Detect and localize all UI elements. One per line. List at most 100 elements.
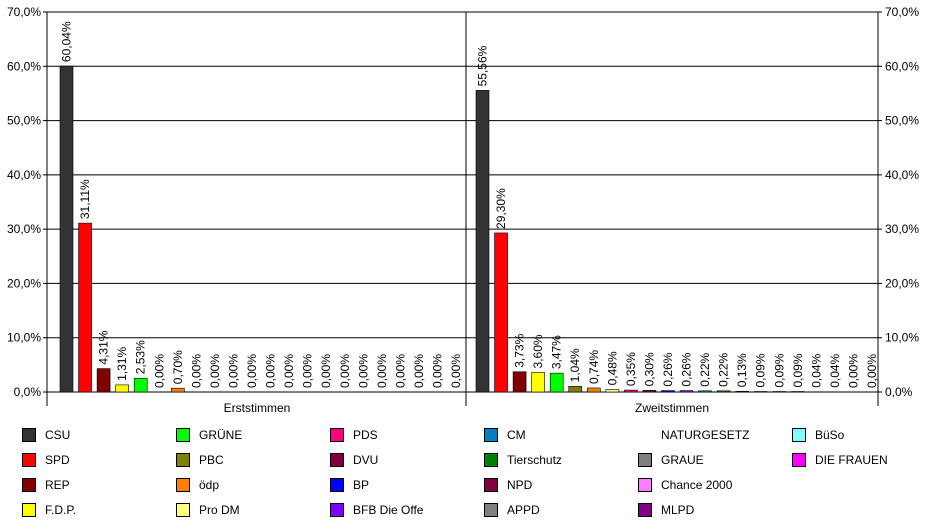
bar: [549, 372, 564, 393]
data-label: 0,00%: [301, 354, 315, 388]
legend-label: DVU: [353, 453, 379, 467]
data-label: 3,60%: [531, 334, 545, 368]
legend-swatch: [792, 428, 806, 442]
data-label: 3,73%: [513, 333, 527, 367]
legend-item: GRAUE: [638, 450, 704, 470]
data-label: 0,00%: [189, 354, 203, 388]
data-label: 0,00%: [338, 354, 352, 388]
bar: [586, 387, 601, 393]
bar: [531, 372, 545, 393]
bar-chart: 0,0% 0,0% 10,0% 10,0% 20,0% 20,0% 30,0% 30,0% 40…: [7, 5, 919, 415]
data-label: 0,26%: [661, 352, 675, 386]
data-label: 0,48%: [605, 351, 619, 385]
legend-item: CSU: [22, 425, 70, 445]
bar: [679, 390, 694, 393]
legend-item: DIE FRAUEN: [792, 450, 888, 470]
bar: [475, 90, 490, 393]
legend-label: SPD: [45, 453, 70, 467]
legend-swatch: [22, 478, 36, 492]
bar: [605, 389, 620, 393]
legend-label: GRÜNE: [199, 428, 243, 442]
y-tick-label-right: 50,0%: [885, 114, 919, 128]
data-label: 29,30%: [494, 188, 508, 229]
legend-swatch: [176, 453, 190, 467]
data-label: 0,00%: [152, 354, 166, 388]
legend-label: PDS: [353, 428, 378, 442]
bar: [642, 390, 657, 393]
legend-label: BüSo: [815, 428, 845, 442]
legend-item: BFB Die Offe: [330, 500, 423, 520]
bar: [59, 65, 74, 393]
legend-item: SPD: [22, 450, 70, 470]
data-label: 2,53%: [134, 340, 148, 374]
legend-item: REP: [22, 475, 70, 495]
bar: [624, 389, 638, 393]
legend-label: ödp: [199, 478, 220, 492]
bar: [512, 371, 527, 393]
legend-swatch: [330, 503, 344, 517]
data-label: 0,00%: [431, 354, 445, 388]
y-tick-label-right: 30,0%: [885, 222, 919, 236]
legend: CSU SPD REP F.D.P. GRÜNE PBC ödp Pro DM PDS DVU BP…: [0, 420, 938, 530]
data-label: 60,04%: [60, 21, 74, 62]
legend-swatch: [22, 503, 36, 517]
legend-label: REP: [45, 478, 70, 492]
legend-label: GRAUE: [661, 453, 704, 467]
y-tick-label-right: 40,0%: [885, 168, 919, 182]
data-label: 0,00%: [245, 354, 259, 388]
legend-swatch: [638, 478, 652, 492]
y-tick-label-right: 10,0%: [885, 331, 919, 345]
data-label: 0,00%: [393, 354, 407, 388]
legend-label: CSU: [45, 428, 71, 442]
legend-item: APPD: [484, 500, 540, 520]
legend-item: DVU: [330, 450, 378, 470]
data-label: 0,00%: [356, 354, 370, 388]
data-label: 0,00%: [208, 354, 222, 388]
legend-item: Tierschutz: [484, 450, 562, 470]
y-tick-label-left: 50,0%: [7, 114, 41, 128]
data-label: 0,00%: [226, 354, 240, 388]
data-label: 0,00%: [264, 354, 278, 388]
legend-swatch: [638, 503, 652, 517]
legend-label: Tierschutz: [507, 453, 562, 467]
y-tick-label-left: 0,0%: [14, 385, 42, 399]
legend-swatch: [484, 503, 498, 517]
bar: [716, 390, 731, 393]
legend-label: NPD: [507, 478, 533, 492]
y-tick-label-left: 60,0%: [7, 59, 41, 73]
data-label: 0,74%: [587, 350, 601, 384]
legend-label: BP: [353, 478, 370, 492]
legend-swatch: [792, 453, 806, 467]
legend-swatch: [638, 453, 652, 467]
y-tick-label-left: 20,0%: [7, 276, 41, 290]
legend-label: PBC: [199, 453, 224, 467]
data-label: 3,47%: [550, 335, 564, 369]
bar: [494, 232, 508, 393]
legend-item: BP: [330, 475, 369, 495]
data-label: 0,26%: [680, 352, 694, 386]
legend-swatch: [176, 503, 190, 517]
legend-label: Chance 2000: [661, 478, 733, 492]
legend-swatch: [22, 453, 36, 467]
legend-swatch: [484, 453, 498, 467]
bar: [96, 368, 111, 393]
legend-label: CM: [507, 428, 526, 442]
data-label: 0,00%: [449, 354, 463, 388]
bar: [78, 222, 92, 393]
legend-swatch: [330, 478, 344, 492]
y-tick-label-left: 30,0%: [7, 222, 41, 236]
data-label: 0,00%: [847, 354, 861, 388]
bar: [735, 390, 750, 393]
data-label: 4,31%: [97, 330, 111, 364]
legend-swatch: [176, 428, 190, 442]
legend-item: MLPD: [638, 500, 694, 520]
data-label: 0,22%: [698, 352, 712, 386]
data-label: 0,00%: [412, 354, 426, 388]
bar: [115, 384, 129, 393]
legend-item: ödp: [176, 475, 219, 495]
legend-item: PBC: [176, 450, 224, 470]
data-label: 0,00%: [319, 354, 333, 388]
data-label: 1,04%: [568, 348, 582, 382]
y-tick-label-right: 20,0%: [885, 276, 919, 290]
bar: [661, 390, 675, 393]
